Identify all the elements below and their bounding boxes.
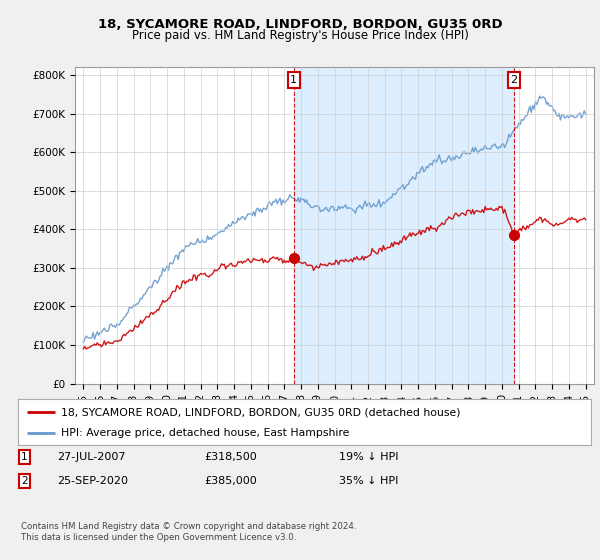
Text: 2: 2	[511, 75, 518, 85]
Text: HPI: Average price, detached house, East Hampshire: HPI: Average price, detached house, East…	[61, 428, 349, 438]
Text: Price paid vs. HM Land Registry's House Price Index (HPI): Price paid vs. HM Land Registry's House …	[131, 29, 469, 42]
Text: 1: 1	[21, 452, 28, 462]
Text: £385,000: £385,000	[204, 476, 257, 486]
Bar	[294, 67, 514, 384]
Text: 2: 2	[21, 476, 28, 486]
Text: £318,500: £318,500	[204, 452, 257, 462]
Text: 25-SEP-2020: 25-SEP-2020	[57, 476, 128, 486]
Text: This data is licensed under the Open Government Licence v3.0.: This data is licensed under the Open Gov…	[21, 533, 296, 542]
Text: 18, SYCAMORE ROAD, LINDFORD, BORDON, GU35 0RD: 18, SYCAMORE ROAD, LINDFORD, BORDON, GU3…	[98, 18, 502, 31]
Text: 19% ↓ HPI: 19% ↓ HPI	[339, 452, 398, 462]
Text: 27-JUL-2007: 27-JUL-2007	[57, 452, 125, 462]
Text: 1: 1	[290, 75, 298, 85]
Text: 35% ↓ HPI: 35% ↓ HPI	[339, 476, 398, 486]
Text: Contains HM Land Registry data © Crown copyright and database right 2024.: Contains HM Land Registry data © Crown c…	[21, 522, 356, 531]
Text: 18, SYCAMORE ROAD, LINDFORD, BORDON, GU35 0RD (detached house): 18, SYCAMORE ROAD, LINDFORD, BORDON, GU3…	[61, 407, 460, 417]
